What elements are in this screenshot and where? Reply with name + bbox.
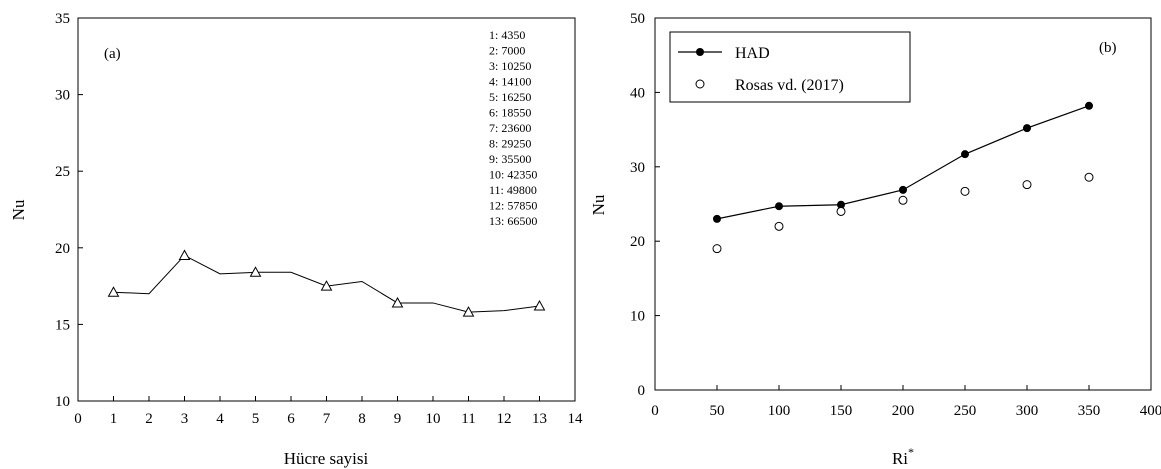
triangle-marker-a — [178, 249, 191, 260]
had-point — [899, 185, 907, 194]
x-tick-label-a: 6 — [287, 411, 295, 427]
had-point — [837, 200, 845, 209]
x-tick-label-a: 12 — [497, 411, 512, 427]
panel-label-b: (b) — [1099, 40, 1117, 56]
y-tick-label-b: 20 — [630, 234, 645, 250]
x-axis-title-b: Ri* — [892, 445, 914, 468]
x-tick-label-b: 350 — [1078, 403, 1101, 419]
x-tick-label-a: 8 — [358, 411, 366, 427]
had-point — [775, 202, 783, 211]
x-axis-a: 0 1 2 3 4 5 6 7 8 9 10 11 12 13 14 — [74, 396, 583, 427]
y-tick-label-a: 25 — [55, 164, 70, 180]
rosas-point — [960, 186, 970, 196]
y-tick-label-a: 10 — [55, 394, 70, 410]
chart-panel-b: 0 50 100 150 200 250 300 350 400 0 10 20 30 40 50 (b)… — [589, 11, 1161, 468]
had-point — [1085, 101, 1093, 110]
mesh-cell-count-item: 4: 14100 — [489, 75, 531, 89]
y-tick-label-a: 20 — [55, 241, 70, 257]
x-axis-title-b-main: Ri — [892, 449, 908, 468]
mesh-cell-count-item: 2: 7000 — [489, 44, 525, 58]
x-tick-label-b: 50 — [710, 403, 725, 419]
x-tick-label-a: 2 — [145, 411, 153, 427]
triangle-marker-a — [107, 286, 120, 297]
y-axis-title-b: Nu — [589, 194, 608, 215]
legend-label-had: HAD — [735, 45, 770, 62]
mesh-cell-count-item: 3: 10250 — [489, 59, 531, 73]
x-axis-b: 0 50 100 150 200 250 300 350 400 — [651, 385, 1161, 419]
y-tick-label-b: 30 — [630, 160, 645, 176]
had-point — [1023, 124, 1031, 133]
legend-open-circle-marker — [695, 79, 705, 89]
x-tick-label-a: 1 — [110, 411, 118, 427]
mesh-cell-count-item: 13: 66500 — [489, 214, 537, 228]
had-point — [961, 150, 969, 159]
legend-box — [669, 31, 911, 103]
y-axis-a: 10 15 20 25 30 35 — [55, 11, 83, 410]
had-point — [713, 214, 721, 223]
x-tick-label-a: 11 — [461, 411, 475, 427]
legend-filled-circle-marker — [696, 48, 704, 56]
series-markers-a — [107, 249, 546, 317]
rosas-point — [898, 195, 908, 205]
panel-label-a: (a) — [104, 46, 121, 62]
mesh-cell-count-item: 12: 57850 — [489, 199, 537, 213]
y-tick-label-a: 15 — [55, 317, 70, 333]
mesh-cell-count-item: 11: 49800 — [489, 183, 537, 197]
rosas-point — [774, 221, 784, 231]
x-tick-label-b: 200 — [892, 403, 915, 419]
mesh-cell-count-item: 8: 29250 — [489, 137, 531, 151]
y-tick-label-a: 30 — [55, 88, 70, 104]
rosas-point — [1022, 180, 1032, 190]
triangle-marker-a — [391, 296, 404, 308]
x-tick-label-a: 14 — [568, 411, 584, 427]
rosas-point — [1084, 172, 1094, 182]
x-tick-label-a: 13 — [532, 411, 547, 427]
legend: HAD Rosas vd. (2017) — [669, 31, 911, 103]
x-tick-label-b: 150 — [830, 403, 853, 419]
x-axis-title-a: Hücre sayisi — [284, 449, 369, 468]
x-tick-label-b: 250 — [954, 403, 977, 419]
x-tick-label-a: 3 — [181, 411, 189, 427]
mesh-cell-count-item: 9: 35500 — [489, 152, 531, 166]
mesh-cell-count-item: 10: 42350 — [489, 168, 537, 182]
mesh-cell-count-item: 5: 16250 — [489, 90, 531, 104]
y-axis-title-a: Nu — [9, 199, 28, 220]
y-axis-b: 0 10 20 30 40 50 — [630, 11, 660, 399]
y-tick-label-b: 10 — [630, 309, 645, 325]
mesh-cell-count-item: 6: 18550 — [489, 106, 531, 120]
x-tick-label-b: 400 — [1140, 403, 1161, 419]
y-tick-label-a: 35 — [55, 11, 70, 27]
x-tick-label-b: 0 — [651, 403, 659, 419]
y-tick-label-b: 40 — [630, 85, 645, 101]
rosas-point — [712, 244, 722, 254]
x-tick-label-a: 7 — [323, 411, 331, 427]
triangle-marker-a — [249, 266, 262, 277]
mesh-cell-count-item: 1: 4350 — [489, 28, 525, 42]
x-tick-label-a: 9 — [394, 411, 402, 427]
rosas-point — [836, 206, 846, 216]
x-tick-label-b: 300 — [1016, 403, 1039, 419]
legend-label-rosas: Rosas vd. (2017) — [735, 77, 844, 94]
x-tick-label-a: 5 — [252, 411, 260, 427]
x-tick-label-a: 4 — [216, 411, 224, 427]
y-tick-label-b: 0 — [638, 383, 646, 399]
x-tick-label-a: 0 — [74, 411, 82, 427]
y-tick-label-b: 50 — [630, 11, 645, 27]
series-markers-b — [712, 101, 1094, 254]
triangle-marker-a — [320, 280, 333, 291]
triangle-marker-a — [462, 306, 475, 317]
x-tick-label-a: 10 — [426, 411, 441, 427]
triangle-marker-a — [533, 299, 546, 311]
mesh-cell-count-item: 7: 23600 — [489, 121, 531, 135]
x-axis-title-b-superscript: * — [908, 445, 914, 459]
x-tick-label-b: 100 — [768, 403, 791, 419]
